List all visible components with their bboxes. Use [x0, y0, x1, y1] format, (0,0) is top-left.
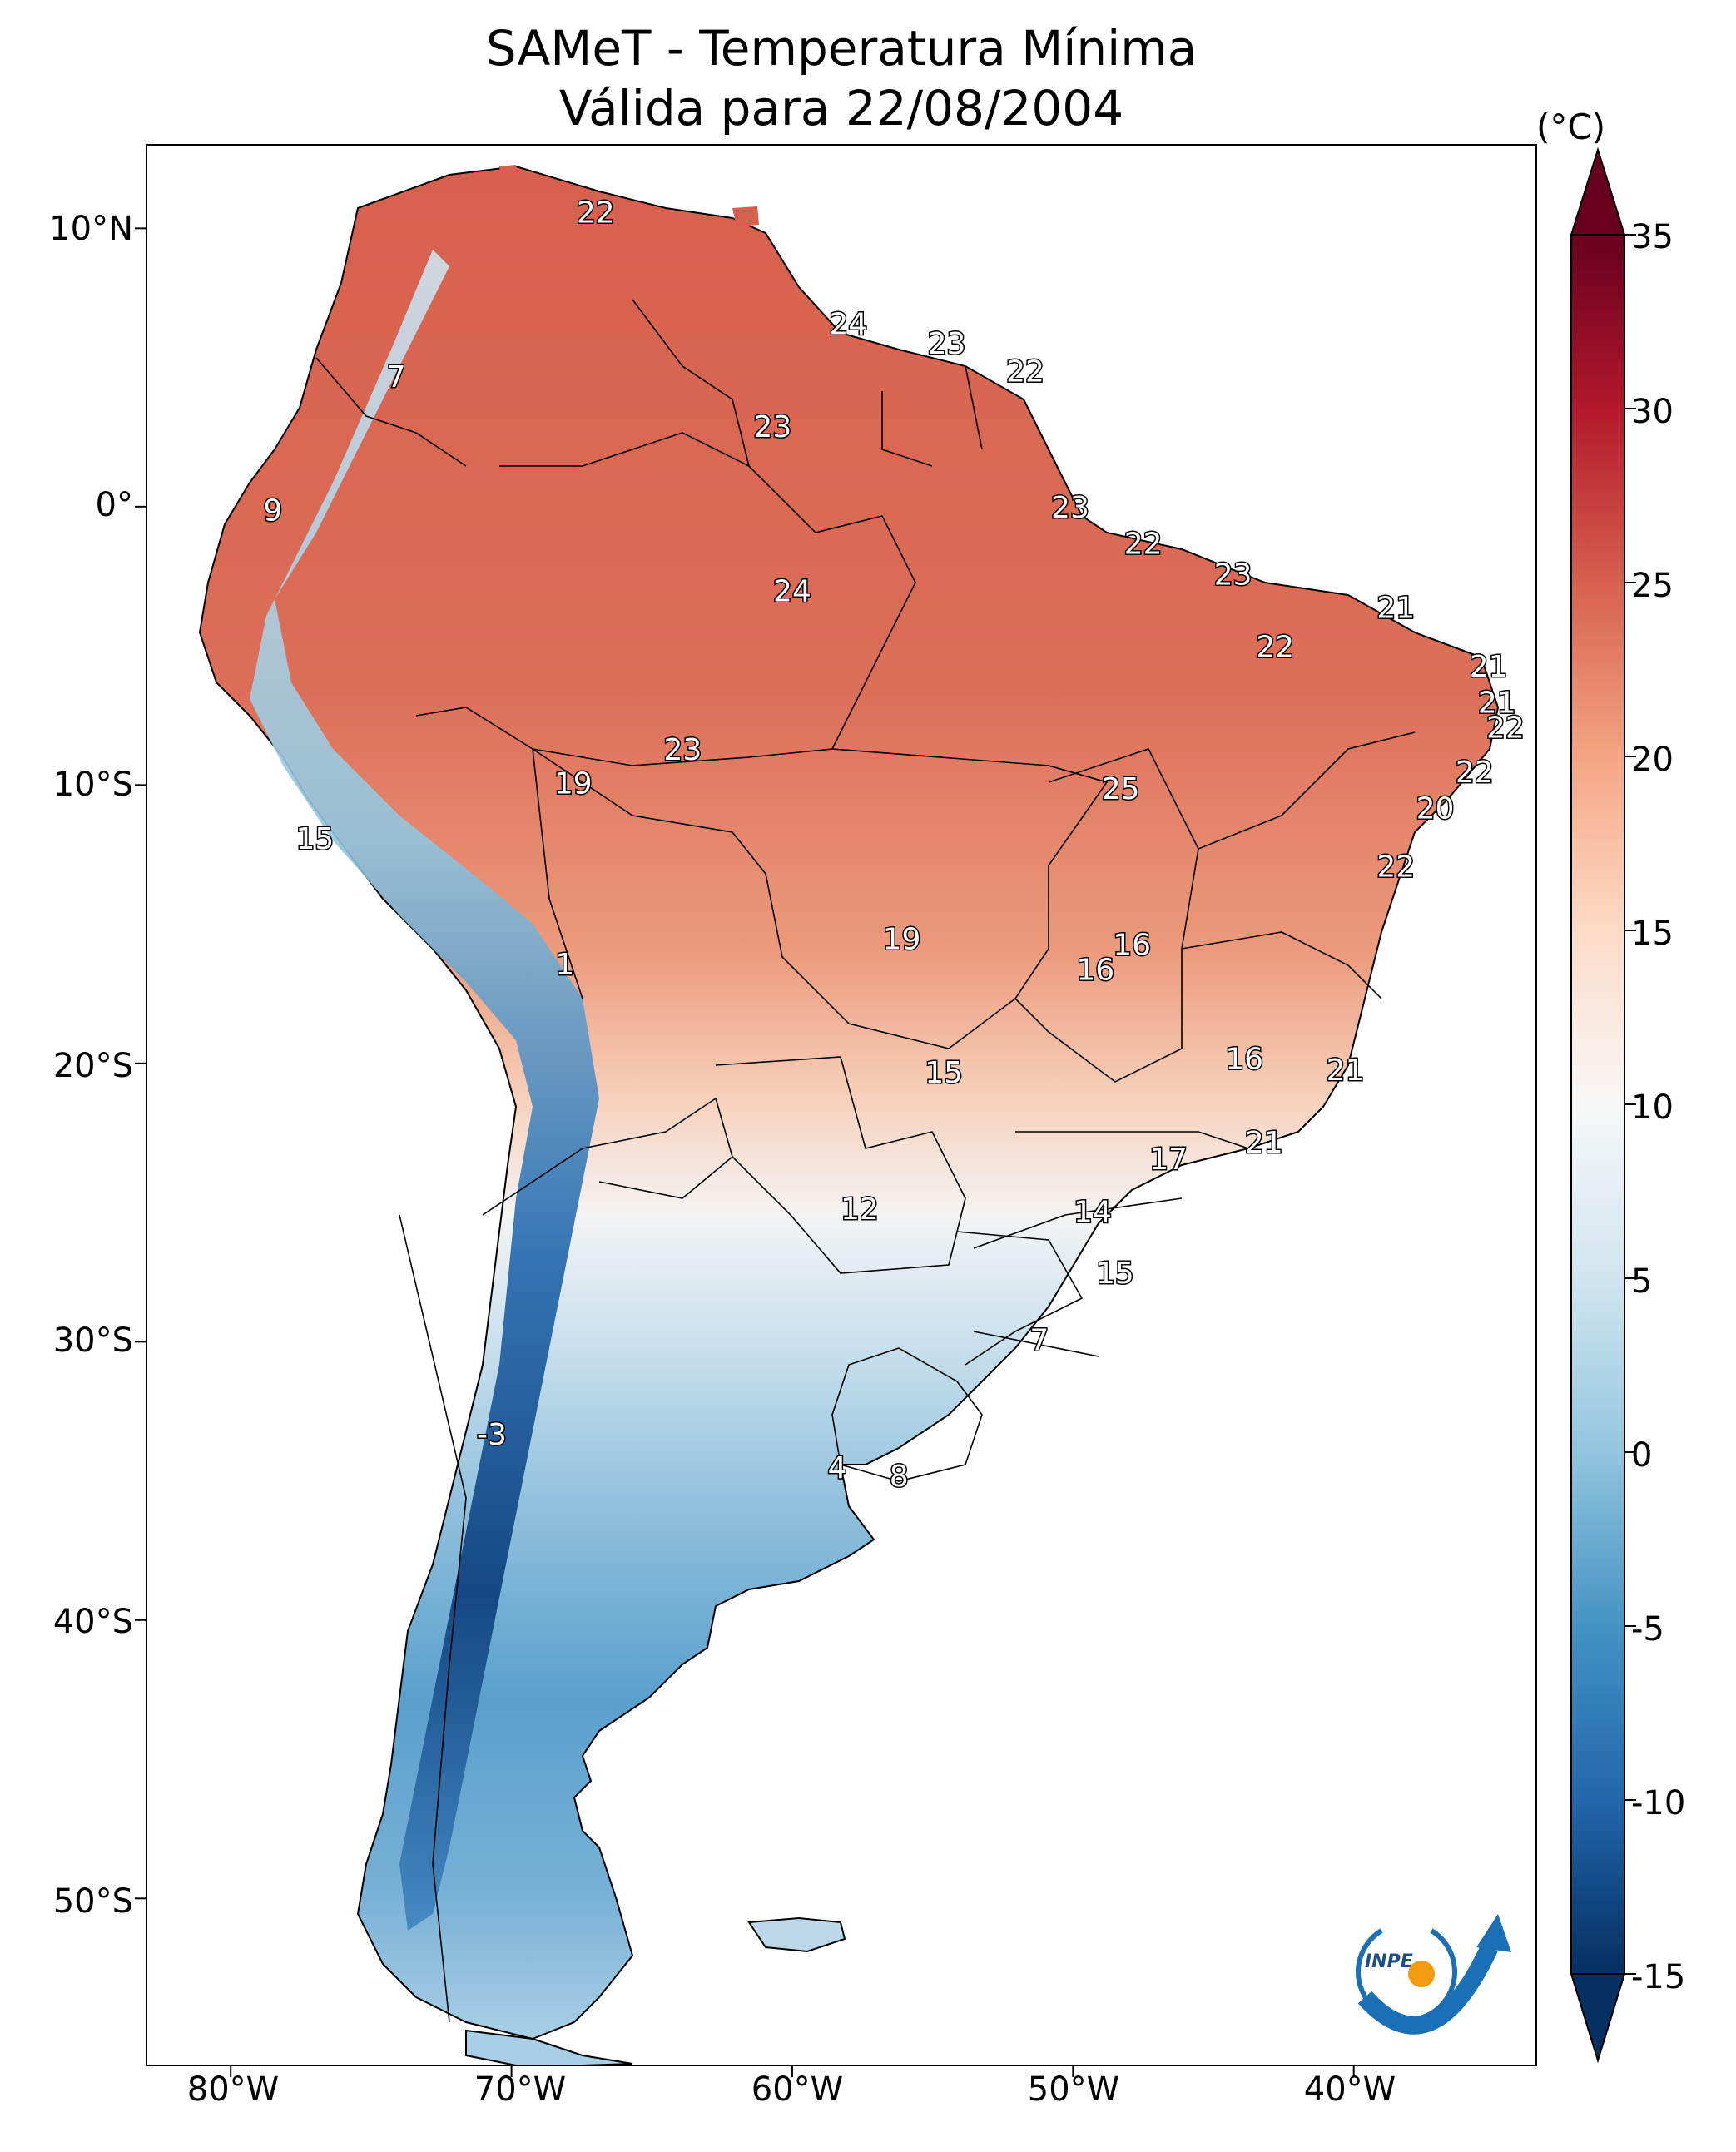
station-value-19: 25 — [1102, 772, 1140, 806]
station-value-6: 9 — [263, 494, 282, 528]
station-value-16: 23 — [663, 733, 702, 767]
station-value-29: 15 — [925, 1056, 963, 1090]
lon-tick-80w: 80°W — [186, 2070, 280, 2109]
andes-cold-zone — [250, 250, 599, 1931]
station-value-9: 23 — [1214, 558, 1252, 592]
cbar-label-25: 25 — [1631, 567, 1674, 605]
station-value-33: 14 — [1074, 1195, 1112, 1229]
colorbar-max-extension — [1570, 146, 1626, 236]
station-value-38: 8 — [890, 1460, 909, 1494]
lat-tick-40s: 40°S — [52, 1603, 133, 1641]
country-borders — [315, 299, 1416, 2023]
station-value-3: 22 — [1006, 355, 1044, 389]
station-value-2: 23 — [928, 327, 966, 361]
lat-tick-20s: 20°S — [52, 1047, 133, 1085]
sun-icon — [1408, 1961, 1435, 1987]
colorbar-min-extension — [1570, 1973, 1626, 2064]
colorbar-ticks — [1624, 234, 1636, 1975]
station-value-0: 22 — [577, 196, 615, 231]
station-value-13: 21 — [1470, 650, 1508, 684]
station-value-26: 1 — [555, 948, 574, 982]
lat-tick-10s: 10°S — [52, 766, 133, 804]
cbar-label-neg15: -15 — [1631, 1958, 1686, 1996]
station-value-4: 7 — [387, 360, 406, 394]
station-value-11: 21 — [1376, 592, 1415, 626]
station-value-34: 15 — [1096, 1257, 1134, 1291]
lat-tick-0: 0° — [95, 486, 133, 524]
station-value-32: 12 — [841, 1193, 879, 1227]
inpe-logo-text: INPE — [1365, 1951, 1413, 1972]
station-value-12: 22 — [1256, 630, 1294, 664]
station-value-7: 23 — [1051, 491, 1089, 525]
station-value-37: 4 — [827, 1451, 846, 1485]
inpe-logo: INPE — [1356, 1914, 1511, 2035]
falkland-islands — [747, 1916, 846, 1953]
cbar-label-10: 10 — [1631, 1088, 1674, 1127]
map-subtitle: Válida para 22/08/2004 — [558, 80, 1124, 136]
station-value-8: 22 — [1124, 528, 1163, 562]
lat-tick-30s: 30°S — [52, 1321, 133, 1360]
lon-tick-40w: 40°W — [1303, 2070, 1396, 2109]
south-america-landmass — [198, 165, 1500, 2040]
station-value-23: 19 — [883, 923, 921, 957]
colorbar-gradient — [1570, 234, 1625, 1975]
station-value-21: 15 — [296, 822, 335, 856]
cbar-label-20: 20 — [1631, 741, 1674, 779]
tierra-del-fuego — [465, 2029, 633, 2065]
station-value-25: 16 — [1076, 953, 1114, 987]
map-frame — [146, 144, 1537, 2066]
station-value-35: 7 — [1029, 1323, 1049, 1357]
station-value-15: 22 — [1486, 711, 1525, 745]
cbar-label-neg10: -10 — [1631, 1784, 1686, 1822]
lat-tick-50s: 50°S — [52, 1882, 133, 1921]
colorbar — [1570, 146, 1636, 2064]
cbar-label-35: 35 — [1631, 218, 1674, 256]
cbar-label-15: 15 — [1631, 915, 1674, 953]
lon-tick-70w: 70°W — [474, 2070, 567, 2109]
station-value-1: 24 — [830, 307, 868, 341]
station-value-27: 16 — [1225, 1042, 1263, 1076]
station-value-14: 21 — [1478, 686, 1516, 720]
station-value-5: 23 — [753, 410, 791, 444]
lon-tick-60w: 60°W — [751, 2070, 844, 2109]
cbar-label-neg5: -5 — [1631, 1610, 1664, 1649]
station-value-30: 21 — [1245, 1126, 1283, 1160]
station-value-31: 17 — [1149, 1143, 1188, 1177]
station-value-17: 22 — [1456, 756, 1494, 790]
cbar-label-0: 0 — [1631, 1436, 1653, 1475]
lat-tick-10n: 10°N — [49, 210, 133, 248]
station-value-18: 19 — [554, 766, 593, 801]
station-value-24: 16 — [1113, 928, 1151, 962]
station-value-36: -3 — [477, 1418, 507, 1452]
map-title: SAMeT - Temperatura Mínima — [485, 20, 1198, 77]
station-value-10: 24 — [773, 575, 811, 609]
station-value-22: 22 — [1376, 850, 1415, 885]
station-value-28: 21 — [1327, 1054, 1365, 1088]
colorbar-unit: (°C) — [1536, 107, 1606, 147]
cbar-label-5: 5 — [1631, 1262, 1653, 1301]
cbar-label-30: 30 — [1631, 393, 1674, 431]
lon-tick-50w: 50°W — [1027, 2070, 1120, 2109]
station-value-20: 20 — [1416, 791, 1455, 826]
